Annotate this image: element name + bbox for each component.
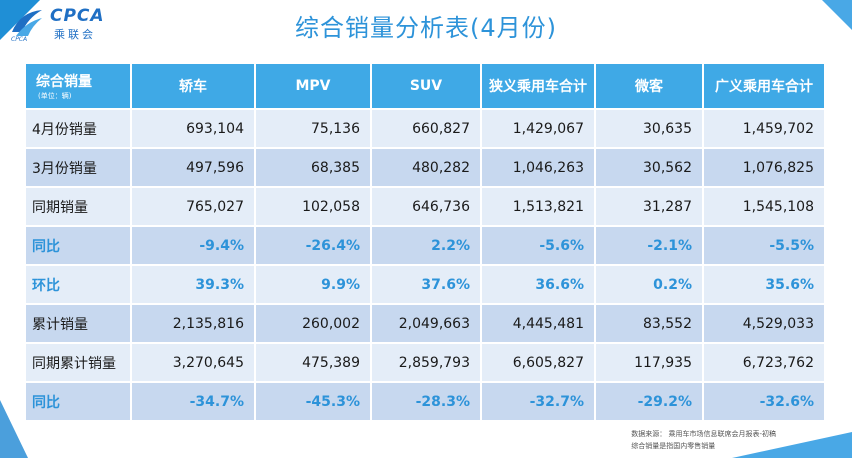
table-cell: 2.2% <box>372 227 482 264</box>
page-title: 综合销量分析表(4月份) <box>295 14 557 42</box>
table-cell: 2,859,793 <box>372 344 482 381</box>
corner-unit: (单位：辆) <box>38 92 72 100</box>
table-cell: -34.7% <box>132 383 256 420</box>
table-cell: 2,049,663 <box>372 305 482 342</box>
table-cell: 497,596 <box>132 149 256 186</box>
source-label: 数据来源： <box>631 430 667 438</box>
table-cell: -9.4% <box>132 227 256 264</box>
table-cell: 1,459,702 <box>704 110 824 147</box>
table-cell: 2,135,816 <box>132 305 256 342</box>
table-header-row: 综合销量 (单位：辆) 轿车 MPV SUV 狭义乘用车合计 微客 广义乘用车合… <box>26 64 824 108</box>
table-cell: 1,429,067 <box>482 110 596 147</box>
table-cell: -28.3% <box>372 383 482 420</box>
table-cell: -26.4% <box>256 227 372 264</box>
table-cell: 6,605,827 <box>482 344 596 381</box>
table-cell: 4,445,481 <box>482 305 596 342</box>
table-cell: -2.1% <box>596 227 704 264</box>
table-row: 同期销量 765,027 102,058 646,736 1,513,821 31,287… <box>26 188 824 225</box>
table-cell: 3,270,645 <box>132 344 256 381</box>
table-cell: 75,136 <box>256 110 372 147</box>
table-row: 累计销量 2,135,816 260,002 2,049,663 4,445,481 83… <box>26 305 824 342</box>
corner-decoration-top-right <box>822 0 852 30</box>
table-cell: 260,002 <box>256 305 372 342</box>
table-cell: -32.7% <box>482 383 596 420</box>
row-label: 环比 <box>26 266 132 303</box>
row-label: 4月份销量 <box>26 110 132 147</box>
table-cell: 1,046,263 <box>482 149 596 186</box>
table-row: 同比 -34.7% -45.3% -28.3% -32.7% -29.2% -32.6% <box>26 383 824 420</box>
table-cell: 9.9% <box>256 266 372 303</box>
table-cell: 117,935 <box>596 344 704 381</box>
table-row: 4月份销量 693,104 75,136 660,827 1,429,067 30,635… <box>26 110 824 147</box>
table-row: 同期累计销量 3,270,645 475,389 2,859,793 6,605,827… <box>26 344 824 381</box>
table-cell: 480,282 <box>372 149 482 186</box>
logo-text: CPCA <box>50 6 105 26</box>
table-cell: 693,104 <box>132 110 256 147</box>
table-cell: 1,513,821 <box>482 188 596 225</box>
table-row: 同比 -9.4% -26.4% 2.2% -5.6% -2.1% -5.5% <box>26 227 824 264</box>
table-cell: 1,076,825 <box>704 149 824 186</box>
logo-sub-text: CPCA <box>11 36 28 43</box>
row-label: 3月份销量 <box>26 149 132 186</box>
table-cell: 68,385 <box>256 149 372 186</box>
table-cell: 83,552 <box>596 305 704 342</box>
row-label: 同比 <box>26 227 132 264</box>
column-header: MPV <box>256 64 372 108</box>
data-source-note: 数据来源： 乘用车市场信息联席会月报表-初稿 综合销量是指国内零售销量 <box>631 428 776 452</box>
cpca-logo-icon <box>12 10 42 36</box>
table-cell: 765,027 <box>132 188 256 225</box>
table-cell: 35.6% <box>704 266 824 303</box>
corner-decoration-bottom-left <box>0 400 28 458</box>
column-header: 微客 <box>596 64 704 108</box>
corner-decoration-bottom-right <box>732 432 852 458</box>
table-row: 3月份销量 497,596 68,385 480,282 1,046,263 30,562… <box>26 149 824 186</box>
sales-table-container: 综合销量 (单位：辆) 轿车 MPV SUV 狭义乘用车合计 微客 广义乘用车合… <box>26 62 824 422</box>
table-cell: 6,723,762 <box>704 344 824 381</box>
row-label: 同期累计销量 <box>26 344 132 381</box>
table-cell: 660,827 <box>372 110 482 147</box>
table-cell: 102,058 <box>256 188 372 225</box>
table-cell: 37.6% <box>372 266 482 303</box>
cpca-logo: CPCA 乘联会 CPCA <box>10 6 120 43</box>
sales-table: 综合销量 (单位：辆) 轿车 MPV SUV 狭义乘用车合计 微客 广义乘用车合… <box>26 62 824 422</box>
row-label: 同期销量 <box>26 188 132 225</box>
column-header: 轿车 <box>132 64 256 108</box>
table-cell: 30,635 <box>596 110 704 147</box>
logo-cn-text: 乘联会 <box>54 28 96 41</box>
source-note: 综合销量是指国内零售销量 <box>631 442 716 450</box>
table-cell: 646,736 <box>372 188 482 225</box>
table-cell: -29.2% <box>596 383 704 420</box>
table-row: 环比 39.3% 9.9% 37.6% 36.6% 0.2% 35.6% <box>26 266 824 303</box>
source-text: 乘用车市场信息联席会月报表-初稿 <box>668 430 776 438</box>
table-cell: 39.3% <box>132 266 256 303</box>
column-header: SUV <box>372 64 482 108</box>
table-cell: -5.6% <box>482 227 596 264</box>
table-cell: -5.5% <box>704 227 824 264</box>
table-cell: -45.3% <box>256 383 372 420</box>
table-body: 4月份销量 693,104 75,136 660,827 1,429,067 30,635… <box>26 110 824 420</box>
table-corner-header: 综合销量 (单位：辆) <box>26 64 132 108</box>
corner-label: 综合销量 <box>36 74 92 90</box>
table-cell: 36.6% <box>482 266 596 303</box>
table-cell: 1,545,108 <box>704 188 824 225</box>
row-label: 累计销量 <box>26 305 132 342</box>
table-cell: 31,287 <box>596 188 704 225</box>
table-cell: 475,389 <box>256 344 372 381</box>
table-cell: -32.6% <box>704 383 824 420</box>
table-cell: 30,562 <box>596 149 704 186</box>
row-label: 同比 <box>26 383 132 420</box>
table-cell: 0.2% <box>596 266 704 303</box>
column-header: 狭义乘用车合计 <box>482 64 596 108</box>
column-header: 广义乘用车合计 <box>704 64 824 108</box>
table-cell: 4,529,033 <box>704 305 824 342</box>
